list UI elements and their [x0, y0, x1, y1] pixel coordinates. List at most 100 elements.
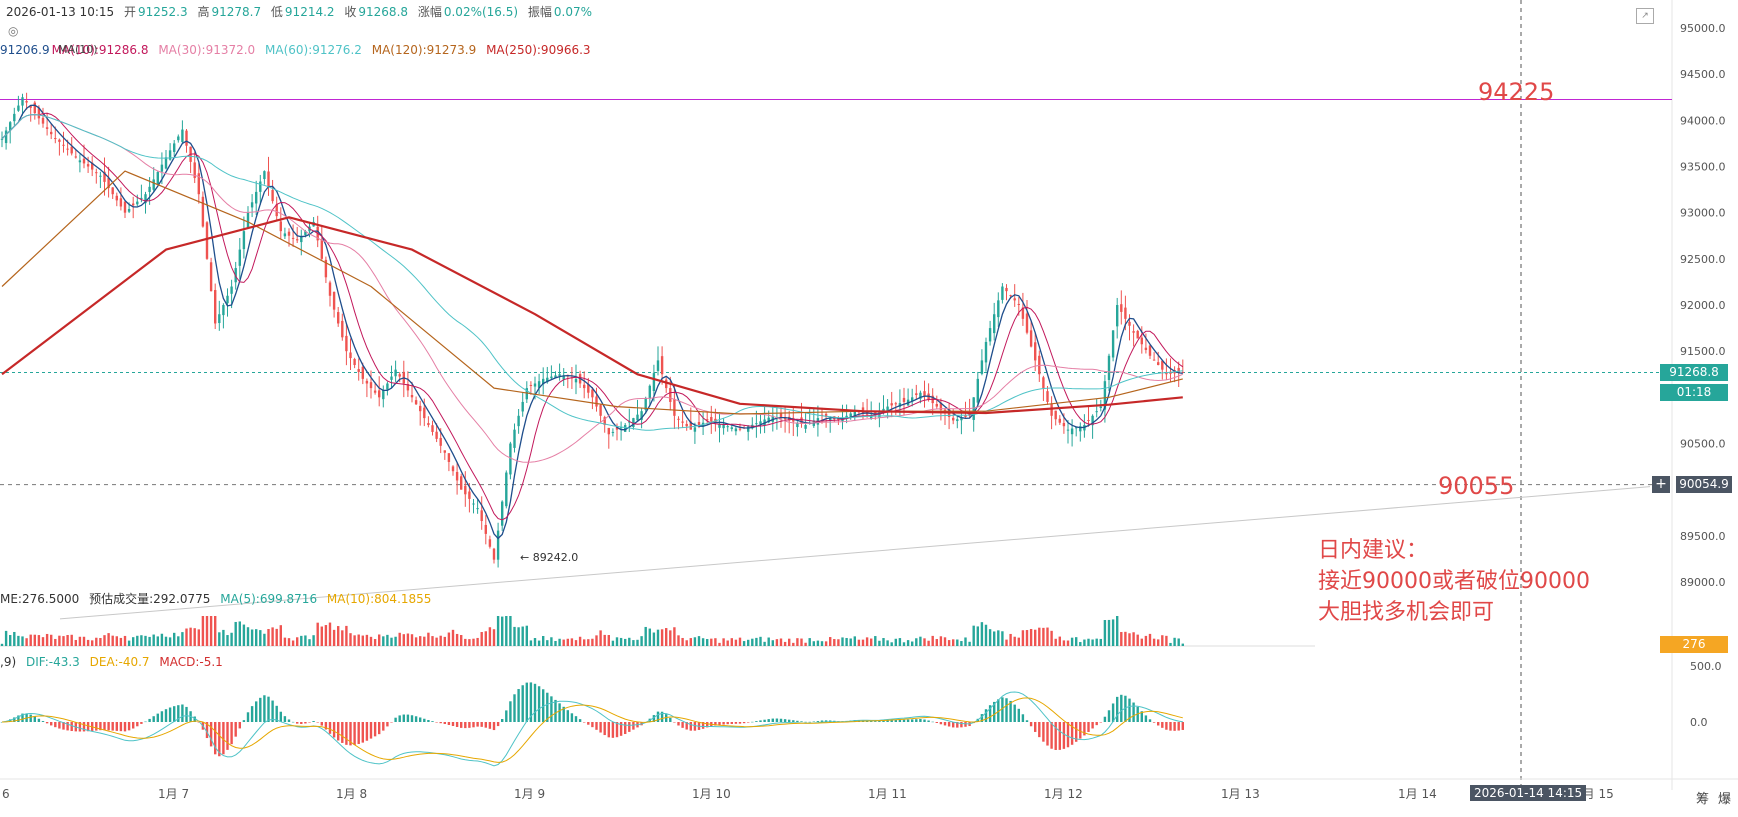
volume-bar — [222, 629, 225, 646]
macd-bar — [304, 722, 307, 724]
volume-bar — [304, 635, 307, 646]
macd-bar — [771, 718, 774, 722]
candle-body — [644, 398, 647, 410]
macd-bar — [332, 722, 336, 738]
candle-body — [923, 391, 926, 397]
expand-icon[interactable]: ↗ — [1636, 8, 1654, 24]
candle-body — [624, 425, 627, 432]
candle-body — [382, 390, 385, 400]
candle-body — [214, 290, 217, 324]
volume-bar — [1169, 642, 1172, 646]
volume-bar — [619, 637, 623, 646]
volume-bar — [550, 637, 553, 646]
macd-bar — [1083, 722, 1086, 736]
macd-bar — [1070, 722, 1074, 745]
macd-bar — [1132, 702, 1135, 722]
candle-body — [320, 239, 323, 259]
macd-legend: ,9) DIF:-43.3 DEA:-40.7 MACD:-5.1 — [0, 654, 229, 670]
macd-bar — [578, 719, 582, 722]
volume-bar — [1046, 627, 1049, 646]
volume-bar — [1054, 638, 1057, 646]
candle-body — [345, 335, 348, 352]
volume-bar — [976, 626, 979, 646]
candle-body — [1042, 377, 1045, 389]
volume-bar — [341, 630, 344, 646]
volume-bar — [472, 638, 475, 646]
volume-bar — [771, 640, 774, 646]
macd-bar — [414, 716, 418, 722]
macd-bar — [472, 722, 475, 728]
candle-body — [1021, 307, 1025, 319]
candle-body — [1124, 307, 1127, 319]
candle-body — [1013, 298, 1016, 301]
macd-bar — [677, 722, 680, 726]
eye-icon[interactable]: ◎ — [8, 24, 19, 38]
candle-body — [386, 383, 389, 390]
liquidation-button[interactable]: 爆 — [1718, 792, 1732, 807]
macd-bar — [947, 722, 951, 727]
volume-bar — [1177, 638, 1180, 646]
candle-body — [665, 379, 668, 389]
volume-bar — [480, 632, 483, 646]
x-tick-8: 1月 14 — [1398, 787, 1437, 801]
crosshair-plus-icon[interactable]: + — [1652, 476, 1670, 493]
candle-body — [554, 375, 557, 378]
macd-bar — [1066, 722, 1070, 748]
volume-bar — [308, 639, 311, 646]
volume-bar — [952, 639, 955, 646]
volume-bar — [1144, 635, 1148, 646]
x-tick-3: 1月 9 — [514, 787, 545, 801]
candle-body — [492, 548, 496, 560]
volume-bar — [234, 621, 237, 646]
volume-bar — [86, 639, 90, 646]
candle-body — [993, 314, 996, 334]
macd-bar — [402, 714, 405, 722]
volume-bar — [800, 638, 803, 646]
macd-bar — [726, 722, 729, 725]
volume-bar — [759, 636, 762, 646]
macd-bar — [58, 722, 61, 729]
macd-bar — [505, 710, 508, 722]
macd-bar — [570, 713, 574, 722]
macd-bar — [870, 721, 873, 722]
volume-bar — [464, 638, 467, 646]
candle-body — [972, 397, 975, 420]
macd-bar — [29, 714, 32, 722]
macd-bar — [718, 722, 721, 725]
candle-body — [767, 417, 770, 423]
macd-bar — [603, 722, 606, 736]
volume-bar — [58, 635, 61, 646]
volume-bar — [267, 629, 270, 646]
candle-body — [365, 380, 369, 384]
macd-bar — [788, 719, 791, 722]
macd-bar — [107, 722, 110, 731]
candle-body — [800, 417, 803, 424]
candle-body — [628, 421, 631, 423]
volume-bar — [246, 627, 250, 646]
candle-body — [488, 539, 492, 547]
candle-body — [722, 425, 725, 429]
ma10-value: MA(10):91286.8 — [51, 43, 149, 57]
y-tick-91500.0: 91500.0 — [1680, 345, 1726, 358]
macd-bar — [271, 700, 274, 722]
macd-bar — [492, 722, 496, 731]
macd-bar — [119, 722, 123, 732]
candle-body — [361, 366, 364, 379]
macd-bar — [242, 720, 246, 722]
candle-body — [640, 411, 643, 420]
y-tick-94000.0: 94000.0 — [1680, 114, 1726, 127]
ma250-value: MA(250):90966.3 — [486, 43, 591, 57]
volume-bar — [107, 633, 110, 646]
macd-bar — [1099, 722, 1102, 723]
candle-body — [435, 431, 438, 439]
macd-bar — [529, 682, 533, 722]
volume-bar — [1070, 637, 1074, 646]
candle-body — [218, 314, 221, 324]
chip-distribution-button[interactable]: 筹 — [1696, 792, 1710, 807]
volume-bar — [300, 635, 303, 646]
macd-bar — [1025, 720, 1029, 722]
macd-bar — [988, 705, 992, 722]
candle-body — [697, 421, 701, 426]
volume-bar — [886, 640, 889, 646]
